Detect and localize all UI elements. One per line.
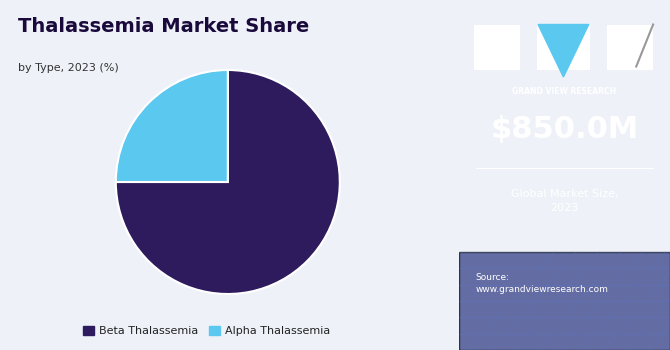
- Text: by Type, 2023 (%): by Type, 2023 (%): [18, 63, 119, 73]
- FancyBboxPatch shape: [459, 252, 670, 350]
- Text: Thalassemia Market Share: Thalassemia Market Share: [18, 18, 310, 36]
- Legend: Beta Thalassemia, Alpha Thalassemia: Beta Thalassemia, Alpha Thalassemia: [78, 322, 334, 341]
- FancyBboxPatch shape: [607, 25, 653, 70]
- Text: Source:
www.grandviewresearch.com: Source: www.grandviewresearch.com: [476, 273, 609, 294]
- Text: GRAND VIEW RESEARCH: GRAND VIEW RESEARCH: [513, 88, 616, 97]
- Text: $850.0M: $850.0M: [490, 115, 639, 144]
- Text: Global Market Size,
2023: Global Market Size, 2023: [511, 189, 618, 213]
- FancyBboxPatch shape: [537, 25, 590, 70]
- Wedge shape: [116, 70, 228, 182]
- Wedge shape: [116, 70, 340, 294]
- FancyBboxPatch shape: [474, 25, 520, 70]
- Polygon shape: [538, 25, 589, 77]
